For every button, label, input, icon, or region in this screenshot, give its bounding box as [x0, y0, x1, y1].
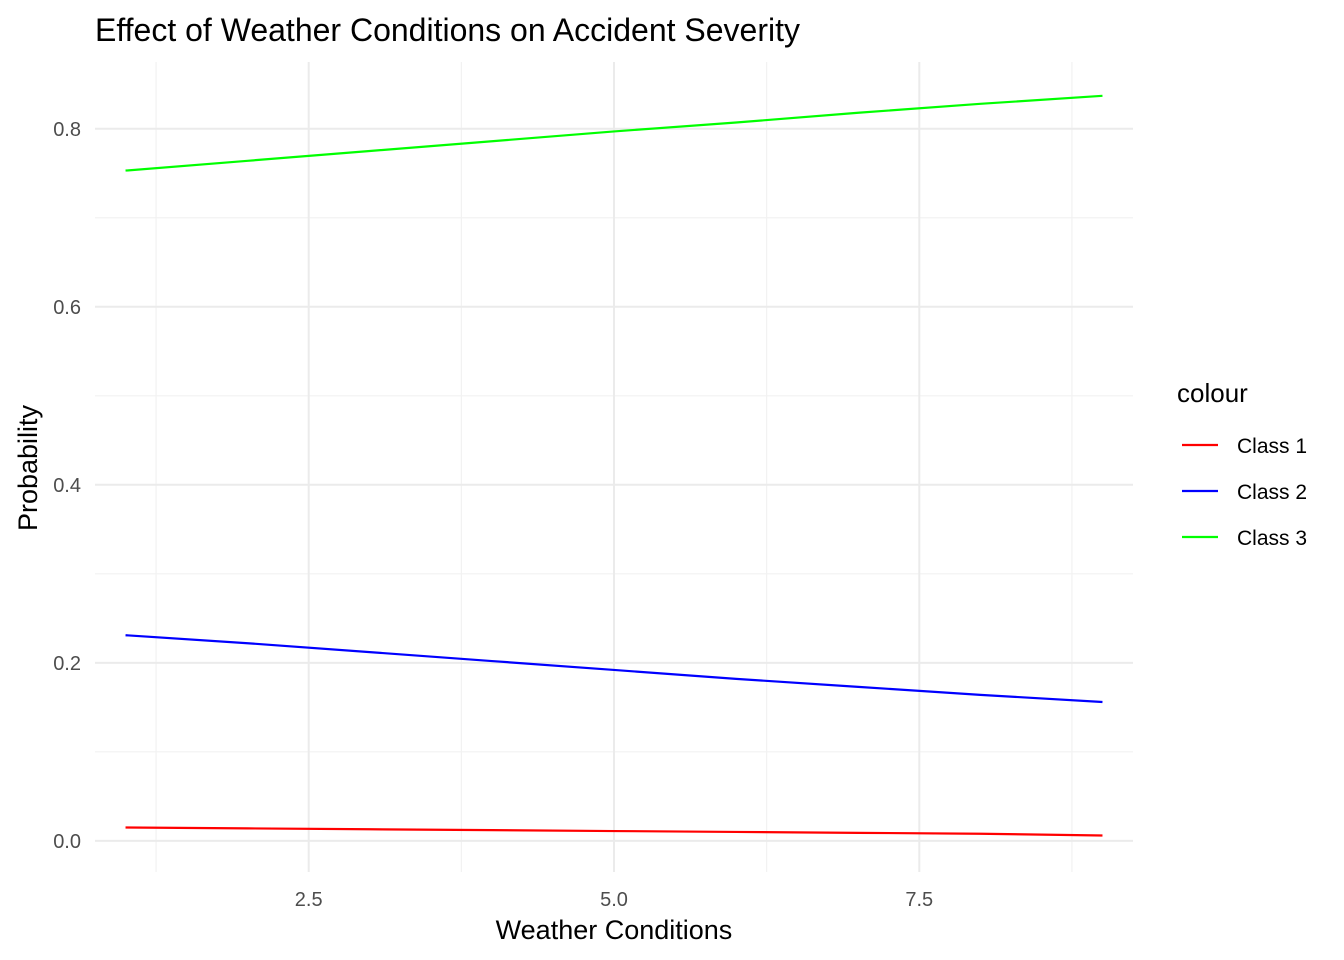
series-line-class-1 — [125, 826, 1103, 837]
tick-labels: 0.0 0.2 0.4 0.6 0.8 2.5 5.0 7.5 — [53, 119, 933, 911]
legend-item: Class 3 — [1182, 527, 1307, 550]
x-tick-label: 5.0 — [600, 889, 628, 911]
legend-item: Class 2 — [1182, 481, 1307, 504]
legend-items: Class 1 Class 2 Class 3 — [1182, 435, 1307, 550]
grid-lines — [95, 62, 1133, 872]
x-tick-label: 7.5 — [905, 889, 933, 911]
y-tick-label: 0.8 — [53, 119, 81, 141]
legend-label: Class 2 — [1237, 481, 1307, 504]
y-tick-label: 0.4 — [53, 475, 81, 497]
y-tick-label: 0.0 — [53, 831, 81, 853]
series-line-class-2 — [125, 634, 1103, 704]
series-line-class-3 — [125, 94, 1103, 172]
legend-item: Class 1 — [1182, 435, 1307, 458]
legend: colour Class 1 Class 2 Class 3 — [1177, 378, 1307, 550]
y-axis-title: Probability — [13, 404, 43, 531]
series-lines — [125, 94, 1103, 837]
legend-title: colour — [1177, 378, 1248, 408]
chart-title: Effect of Weather Conditions on Accident… — [95, 12, 800, 48]
y-tick-label: 0.6 — [53, 297, 81, 319]
x-tick-label: 2.5 — [295, 889, 323, 911]
y-tick-label: 0.2 — [53, 653, 81, 675]
legend-label: Class 3 — [1237, 527, 1307, 550]
legend-label: Class 1 — [1237, 435, 1307, 458]
x-axis-title: Weather Conditions — [496, 915, 733, 945]
